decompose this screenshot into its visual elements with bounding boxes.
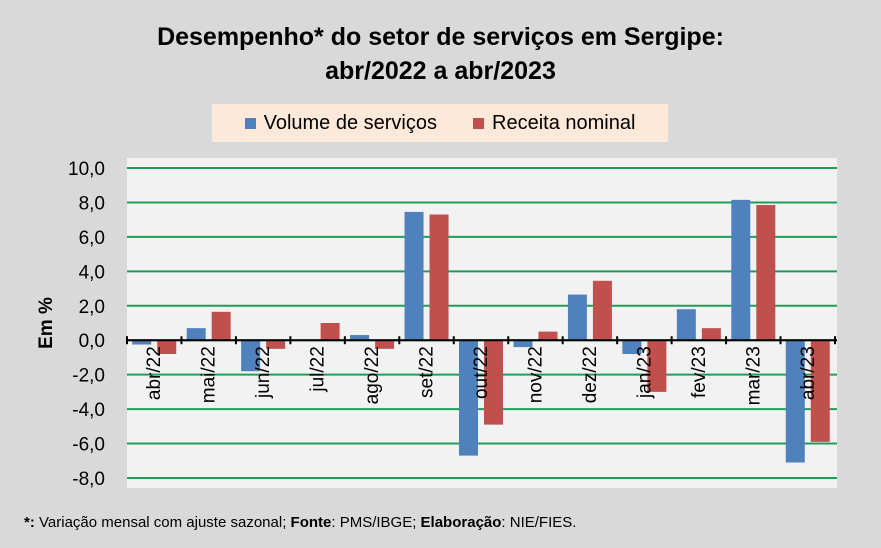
bar-receita [810,340,830,442]
x-tick-label: jun/22 [253,346,274,399]
x-tick-label: jan/23 [634,346,655,399]
bar-receita [484,340,503,425]
x-tick-label: set/22 [417,346,438,398]
bar-volume [404,211,424,341]
legend-item-receita: Receita nominal [473,112,635,135]
y-tick-label: 8,0 [79,193,105,214]
y-axis-label: Em % [36,297,57,349]
bar-volume [132,340,152,345]
bar-receita [211,311,231,341]
bar-volume [622,340,642,354]
bar-volume [731,199,751,341]
y-tick-label: 10,0 [68,159,105,180]
x-tick-label: nov/22 [525,346,546,403]
y-tick-label: 6,0 [79,228,105,249]
y-tick-label: -4,0 [72,400,105,421]
y-tick-label: -8,0 [72,469,105,490]
bar-receita [429,214,449,341]
bar-receita [647,340,667,392]
legend-swatch [473,117,484,129]
x-tick-label: dez/22 [580,346,601,403]
legend-label: Volume de serviços [263,111,437,134]
y-tick-label: 0,0 [79,331,105,352]
bar-receita [538,331,558,341]
x-tick-label: mar/23 [743,346,764,405]
bar-volume [186,328,206,341]
x-tick-label: fev/23 [689,346,710,398]
plot-area [127,158,837,488]
x-tick-label: out/22 [471,346,492,399]
x-tick-label: jul/22 [308,346,329,392]
x-tick-label: abr/23 [798,346,819,400]
legend-item-volume: Volume de serviços [244,111,437,135]
bar-receita [756,205,776,341]
legend-swatch [244,117,256,129]
bar-volume [241,340,261,372]
x-tick-label: ago/22 [362,346,383,404]
title-line-2: abr/2022 a abr/2023 [325,57,556,85]
y-tick-label: 2,0 [79,297,105,318]
footnote: *: Variação mensal com ajuste sazonal; F… [24,514,577,531]
x-tick-label: mai/22 [199,346,220,403]
legend: Volume de serviços Receita nominal [212,104,668,142]
bar-volume [459,340,478,456]
bar-volume [567,294,587,341]
chart-title: Desempenho* do setor de serviços em Serg… [0,20,881,88]
y-tick-label: -2,0 [72,366,105,387]
bar-receita [320,323,340,341]
bar-receita [592,280,612,341]
bar-volume [350,335,370,341]
x-tick-label: abr/22 [144,346,165,400]
bar-receita [375,340,395,349]
bar-receita [266,340,286,349]
bar-volume [676,309,696,341]
bar-receita [701,328,721,341]
title-line-1: Desempenho* do setor de serviços em Serg… [157,23,724,51]
bar-volume [513,340,533,348]
y-tick-label: 4,0 [79,262,105,283]
bar-receita [157,340,177,354]
legend-label: Receita nominal [492,111,636,134]
bar-volume [785,340,805,463]
y-tick-label: -6,0 [72,435,105,456]
